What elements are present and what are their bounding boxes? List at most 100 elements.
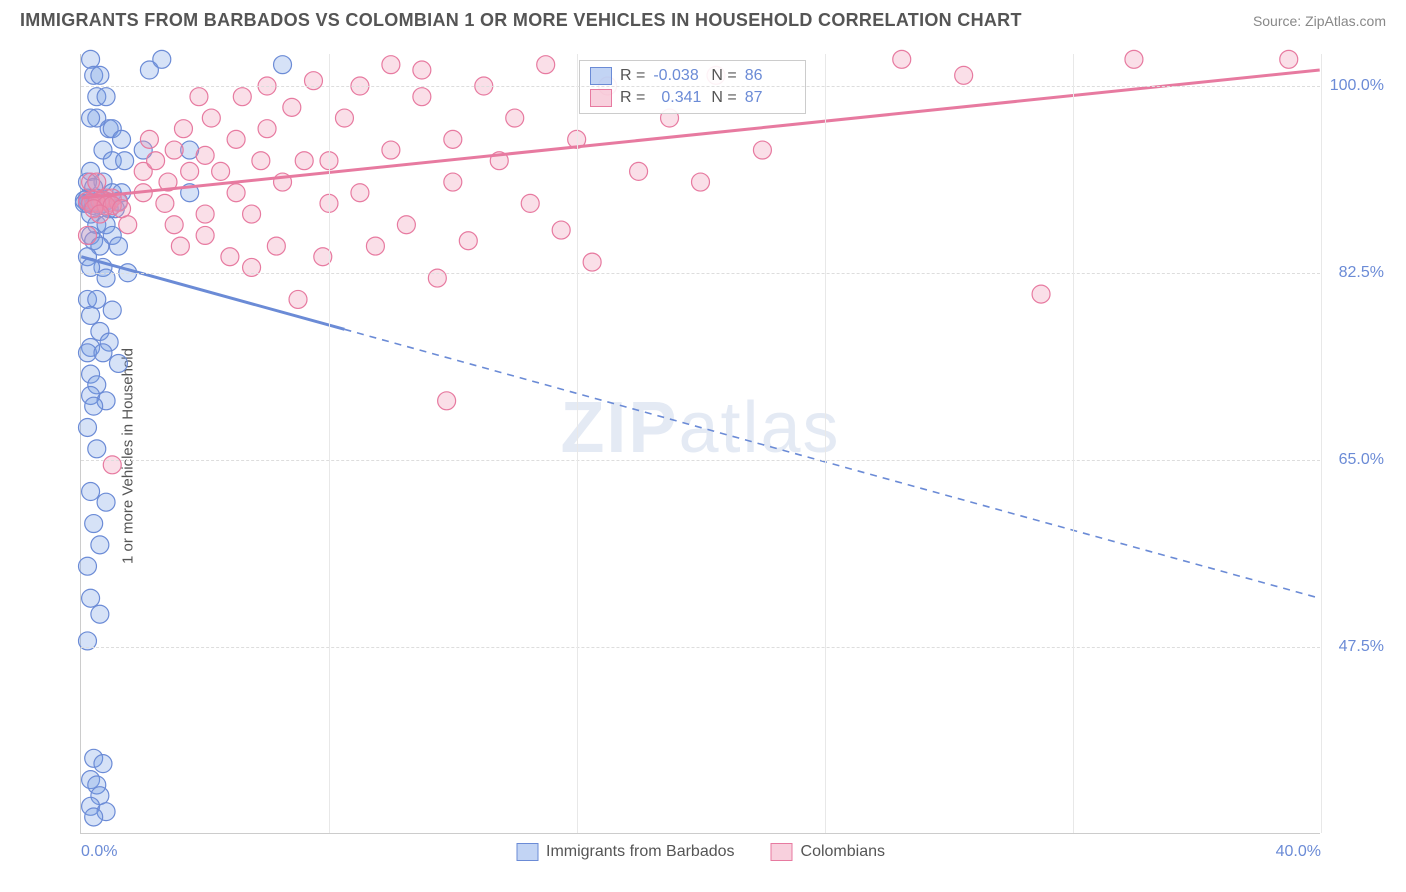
data-point <box>382 56 400 74</box>
data-point <box>537 56 555 74</box>
data-point <box>444 173 462 191</box>
data-point <box>267 237 285 255</box>
data-point <box>91 66 109 84</box>
r-label: R = <box>620 89 645 107</box>
data-point <box>78 557 96 575</box>
data-point <box>274 56 292 74</box>
data-point <box>82 483 100 501</box>
data-point <box>893 50 911 68</box>
data-point <box>97 269 115 287</box>
data-point <box>153 50 171 68</box>
legend-label-barbados: Immigrants from Barbados <box>546 843 735 861</box>
plot-area: ZIPatlas R = -0.038 N = 86 R = 0.341 N =… <box>80 54 1320 834</box>
data-point <box>91 536 109 554</box>
data-point <box>212 162 230 180</box>
data-point <box>181 162 199 180</box>
data-point <box>119 216 137 234</box>
data-point <box>174 120 192 138</box>
r-value-colombians: 0.341 <box>653 89 703 107</box>
y-tick-label: 100.0% <box>1324 77 1384 95</box>
data-point <box>753 141 771 159</box>
data-point <box>552 221 570 239</box>
chart-container: 1 or more Vehicles in Household ZIPatlas… <box>20 40 1386 872</box>
data-point <box>91 605 109 623</box>
bottom-legend-item-colombians: Colombians <box>771 843 885 861</box>
legend-row-barbados: R = -0.038 N = 86 <box>590 65 795 87</box>
data-point <box>397 216 415 234</box>
data-point <box>78 226 96 244</box>
data-point <box>1032 285 1050 303</box>
x-tick-label: 40.0% <box>1276 843 1321 861</box>
data-point <box>413 61 431 79</box>
data-point <box>202 109 220 127</box>
trend-line-extrapolated <box>344 329 1319 598</box>
data-point <box>103 301 121 319</box>
data-point <box>88 173 106 191</box>
x-tick-label: 0.0% <box>81 843 117 861</box>
legend-swatch-barbados <box>590 67 612 85</box>
data-point <box>82 306 100 324</box>
data-point <box>630 162 648 180</box>
data-point <box>165 216 183 234</box>
data-point <box>1280 50 1298 68</box>
n-label: N = <box>711 89 736 107</box>
data-point <box>156 194 174 212</box>
data-point <box>366 237 384 255</box>
data-point <box>506 109 524 127</box>
data-point <box>97 88 115 106</box>
data-point <box>109 237 127 255</box>
data-point <box>438 392 456 410</box>
data-point <box>221 248 239 266</box>
y-tick-label: 82.5% <box>1324 264 1384 282</box>
bottom-legend-item-barbados: Immigrants from Barbados <box>516 843 735 861</box>
data-point <box>382 141 400 159</box>
chart-header: IMMIGRANTS FROM BARBADOS VS COLOMBIAN 1 … <box>0 0 1406 37</box>
chart-title: IMMIGRANTS FROM BARBADOS VS COLOMBIAN 1 … <box>20 10 1022 31</box>
data-point <box>116 152 134 170</box>
data-point <box>583 253 601 271</box>
data-point <box>78 419 96 437</box>
data-point <box>413 88 431 106</box>
data-point <box>165 141 183 159</box>
data-point <box>459 232 477 250</box>
source-label: Source: ZipAtlas.com <box>1253 13 1386 29</box>
data-point <box>252 152 270 170</box>
data-point <box>94 344 112 362</box>
data-point <box>91 205 109 223</box>
data-point <box>258 120 276 138</box>
data-point <box>227 130 245 148</box>
data-point <box>227 184 245 202</box>
data-point <box>428 269 446 287</box>
n-value-barbados: 86 <box>745 67 795 85</box>
data-point <box>85 397 103 415</box>
data-point <box>85 515 103 533</box>
data-point <box>82 50 100 68</box>
y-tick-label: 47.5% <box>1324 638 1384 656</box>
data-point <box>103 456 121 474</box>
data-point <box>196 205 214 223</box>
data-point <box>171 237 189 255</box>
data-point <box>351 184 369 202</box>
data-point <box>140 130 158 148</box>
data-point <box>283 98 301 116</box>
data-point <box>113 130 131 148</box>
n-label: N = <box>711 67 736 85</box>
data-point <box>444 130 462 148</box>
r-value-barbados: -0.038 <box>653 67 703 85</box>
data-point <box>196 226 214 244</box>
data-point <box>1125 50 1143 68</box>
legend-swatch-colombians <box>771 843 793 861</box>
data-point <box>692 173 710 191</box>
data-point <box>521 194 539 212</box>
data-point <box>88 440 106 458</box>
data-point <box>147 152 165 170</box>
y-tick-label: 65.0% <box>1324 451 1384 469</box>
legend-label-colombians: Colombians <box>801 843 885 861</box>
data-point <box>196 146 214 164</box>
data-point <box>113 200 131 218</box>
plot-svg <box>81 54 1320 833</box>
data-point <box>335 109 353 127</box>
data-point <box>97 493 115 511</box>
data-point <box>94 755 112 773</box>
data-point <box>289 290 307 308</box>
